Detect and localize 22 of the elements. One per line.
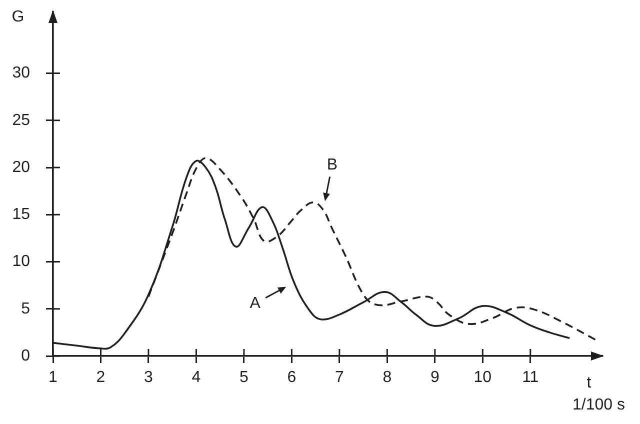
x-tick-label: 2 [96, 369, 106, 386]
x-tick-label: 9 [430, 369, 440, 386]
x-tick-label: 8 [382, 369, 392, 386]
x-tick-label: 6 [287, 369, 296, 386]
x-tick-label: 11 [522, 369, 539, 386]
y-tick-label: 15 [12, 206, 30, 224]
y-tick-label: 20 [12, 158, 30, 176]
annotation: B [326, 156, 338, 174]
annotation: A [250, 294, 261, 312]
x-tick-label: 1 [48, 369, 58, 386]
x-tick-label: 5 [240, 369, 249, 386]
y-tick-label: 25 [12, 112, 30, 129]
x-tick-label: 4 [192, 369, 201, 386]
y-axis-title: G [12, 8, 24, 26]
y-tick-label: 10 [12, 253, 30, 270]
x-tick-label: 3 [144, 369, 154, 386]
x-tick-label: 10 [474, 369, 492, 386]
x-tick-label: 7 [334, 369, 344, 386]
x-axis-title: t 1/100 s [572, 374, 625, 414]
y-tick-label: 30 [12, 64, 30, 82]
y-tick-label: 0 [21, 347, 30, 364]
y-tick-label: 5 [21, 300, 30, 318]
